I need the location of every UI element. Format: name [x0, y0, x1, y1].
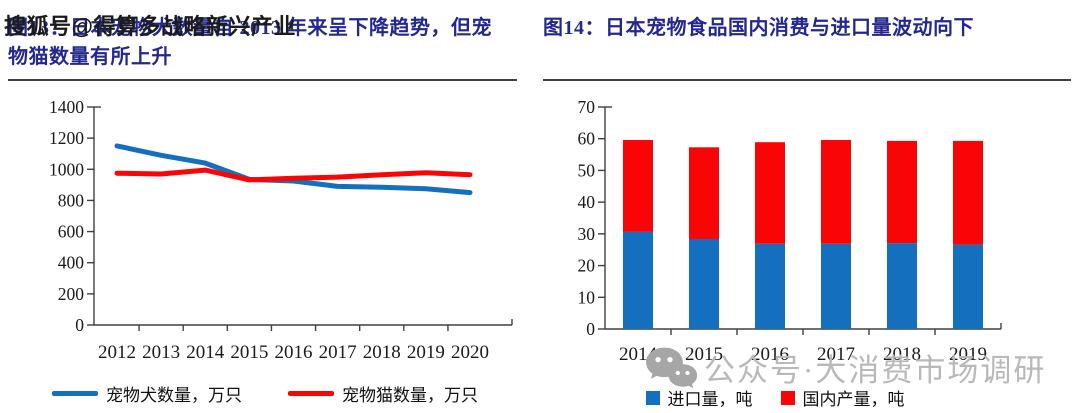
- svg-text:50: 50: [578, 160, 596, 180]
- legend-item-domestic: 国内产量，吨: [780, 385, 905, 410]
- legend-item-dogs: 宠物犬数量，万只: [52, 381, 242, 406]
- svg-text:40: 40: [578, 192, 596, 212]
- svg-text:2014: 2014: [186, 342, 225, 363]
- legend-label: 宠物猫数量，万只: [342, 386, 478, 405]
- svg-text:60: 60: [578, 129, 596, 149]
- svg-text:800: 800: [58, 190, 85, 210]
- svg-text:0: 0: [75, 315, 84, 335]
- svg-text:0: 0: [586, 319, 595, 339]
- svg-text:10: 10: [578, 287, 596, 307]
- legend-item-cats: 宠物猫数量，万只: [288, 381, 478, 406]
- svg-text:1200: 1200: [49, 128, 84, 148]
- dog-series-swatch: [52, 391, 98, 396]
- svg-text:2016: 2016: [751, 344, 789, 365]
- svg-text:2017: 2017: [817, 344, 855, 365]
- svg-text:30: 30: [578, 224, 596, 244]
- svg-text:2019: 2019: [407, 342, 445, 363]
- svg-text:1000: 1000: [49, 159, 84, 179]
- svg-text:20: 20: [578, 256, 596, 276]
- cat-series-swatch: [288, 391, 334, 396]
- svg-text:200: 200: [58, 284, 85, 304]
- svg-text:2019: 2019: [949, 344, 987, 365]
- sohu-watermark: 搜狐号@得算多战略新兴产业: [4, 14, 296, 39]
- svg-text:2013: 2013: [142, 342, 180, 363]
- wechat-watermark-text: 公众号·大消费市场调研: [704, 352, 1047, 388]
- svg-text:2016: 2016: [275, 342, 313, 363]
- svg-text:70: 70: [578, 97, 596, 117]
- legend-label: 进口量，吨: [667, 390, 753, 409]
- import-series-swatch: [645, 390, 660, 405]
- fig13-title: 图13：日本宠物犬数量自 2013 年来呈下降趋势，但宠物猫数量有所上升: [8, 17, 492, 68]
- fig14-legend: 进口量，吨 国内产量，吨: [540, 385, 1010, 410]
- legend-label: 宠物犬数量，万只: [106, 386, 242, 405]
- domestic-series-swatch: [780, 390, 795, 405]
- svg-text:400: 400: [58, 253, 85, 273]
- svg-text:2015: 2015: [230, 342, 268, 363]
- svg-text:2012: 2012: [98, 342, 136, 363]
- svg-text:1400: 1400: [49, 97, 84, 117]
- wechat-icon: [646, 347, 698, 389]
- legend-label: 国内产量，吨: [802, 390, 905, 409]
- svg-text:2017: 2017: [319, 342, 357, 363]
- fig13-title-rule: [8, 79, 517, 81]
- fig14-title-rule: [543, 79, 1071, 81]
- fig13-legend: 宠物犬数量，万只 宠物猫数量，万只: [0, 381, 530, 406]
- wechat-watermark: 公众号·大消费市场调研: [642, 344, 1046, 390]
- legend-item-imports: 进口量，吨: [645, 385, 753, 410]
- svg-text:600: 600: [58, 222, 85, 242]
- svg-text:2020: 2020: [451, 342, 489, 363]
- svg-text:2018: 2018: [883, 344, 921, 365]
- svg-text:2015: 2015: [685, 344, 723, 365]
- svg-text:2018: 2018: [363, 342, 401, 363]
- fig14-title: 图14：日本宠物食品国内消费与进口量波动向下: [543, 17, 974, 39]
